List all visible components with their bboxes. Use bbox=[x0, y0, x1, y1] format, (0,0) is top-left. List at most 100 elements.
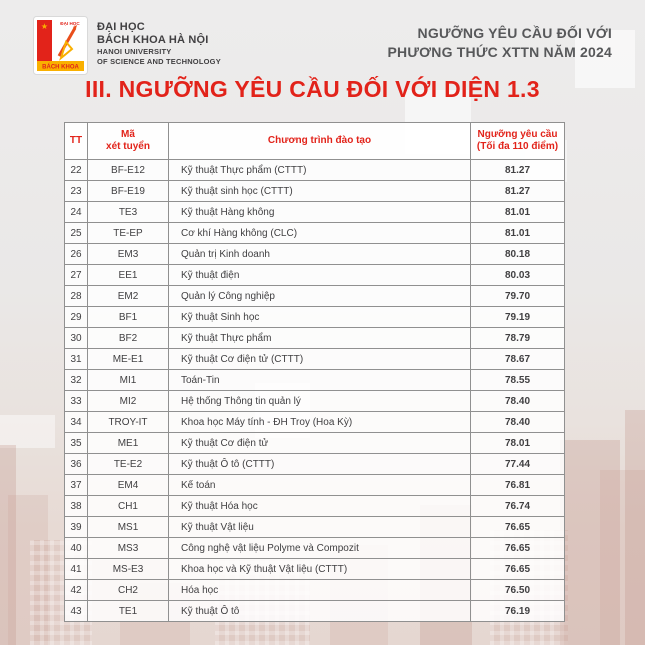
method-title: NGƯỠNG YÊU CẦU ĐỐI VỚI PHƯƠNG THỨC XTTN … bbox=[387, 24, 612, 62]
row-code: MS-E3 bbox=[87, 558, 169, 580]
table-body: 22 BF-E12 Kỹ thuật Thực phẩm (CTTT) 81.27 23… bbox=[64, 159, 565, 622]
university-logo-icon: ★ ĐẠI HỌC BÁCH KHOA bbox=[33, 16, 88, 75]
table-row: 22 BF-E12 Kỹ thuật Thực phẩm (CTTT) 81.27 bbox=[64, 159, 565, 181]
row-program: Công nghệ vật liệu Polyme và Compozit bbox=[168, 537, 471, 559]
row-tt: 32 bbox=[64, 369, 88, 391]
row-score: 76.65 bbox=[470, 558, 565, 580]
row-program: Kỹ thuật điện bbox=[168, 264, 471, 286]
row-code: TE3 bbox=[87, 201, 169, 223]
method-title-line2: PHƯƠNG THỨC XTTN NĂM 2024 bbox=[387, 44, 612, 60]
svg-text:★: ★ bbox=[41, 22, 48, 31]
row-program: Khoa học Máy tính - ĐH Troy (Hoa Kỳ) bbox=[168, 411, 471, 433]
table-row: 41 MS-E3 Khoa học và Kỹ thuật Vật liệu (CT… bbox=[64, 558, 565, 580]
row-code: ME-E1 bbox=[87, 348, 169, 370]
row-score: 76.81 bbox=[470, 474, 565, 496]
row-score: 78.01 bbox=[470, 432, 565, 454]
row-tt: 29 bbox=[64, 306, 88, 328]
row-program: Kỹ thuật Thực phẩm (CTTT) bbox=[168, 159, 471, 181]
row-tt: 39 bbox=[64, 516, 88, 538]
row-tt: 27 bbox=[64, 264, 88, 286]
row-code: MS3 bbox=[87, 537, 169, 559]
row-program: Kỹ thuật Hàng không bbox=[168, 201, 471, 223]
row-tt: 42 bbox=[64, 579, 88, 601]
row-code: TE-E2 bbox=[87, 453, 169, 475]
table-row: 38 CH1 Kỹ thuật Hóa học 76.74 bbox=[64, 495, 565, 517]
row-program: Kỹ thuật Hóa học bbox=[168, 495, 471, 517]
row-tt: 25 bbox=[64, 222, 88, 244]
row-score: 76.50 bbox=[470, 579, 565, 601]
table-row: 26 EM3 Quản trị Kinh doanh 80.18 bbox=[64, 243, 565, 265]
row-score: 76.74 bbox=[470, 495, 565, 517]
row-tt: 37 bbox=[64, 474, 88, 496]
row-code: BF-E19 bbox=[87, 180, 169, 202]
row-code: TE1 bbox=[87, 600, 169, 622]
row-score: 79.70 bbox=[470, 285, 565, 307]
row-tt: 33 bbox=[64, 390, 88, 412]
row-tt: 31 bbox=[64, 348, 88, 370]
row-program: Quản trị Kinh doanh bbox=[168, 243, 471, 265]
row-tt: 28 bbox=[64, 285, 88, 307]
row-code: EM4 bbox=[87, 474, 169, 496]
row-code: EM2 bbox=[87, 285, 169, 307]
column-header-code: Mã xét tuyển bbox=[87, 122, 169, 160]
table-row: 36 TE-E2 Kỹ thuật Ô tô (CTTT) 77.44 bbox=[64, 453, 565, 475]
university-name-line3: HANOI UNIVERSITY bbox=[97, 47, 172, 56]
row-tt: 34 bbox=[64, 411, 88, 433]
row-score: 80.03 bbox=[470, 264, 565, 286]
table-row: 42 CH2 Hóa học 76.50 bbox=[64, 579, 565, 601]
row-tt: 43 bbox=[64, 600, 88, 622]
row-program: Kỹ thuật Sinh học bbox=[168, 306, 471, 328]
row-program: Kỹ thuật sinh học (CTTT) bbox=[168, 180, 471, 202]
table-row: 28 EM2 Quản lý Công nghiệp 79.70 bbox=[64, 285, 565, 307]
row-score: 76.19 bbox=[470, 600, 565, 622]
row-code: MI2 bbox=[87, 390, 169, 412]
column-header-tt: TT bbox=[64, 122, 88, 160]
row-score: 78.40 bbox=[470, 411, 565, 433]
university-name-line4: OF SCIENCE AND TECHNOLOGY bbox=[97, 56, 221, 66]
row-program: Cơ khí Hàng không (CLC) bbox=[168, 222, 471, 244]
method-title-line1: NGƯỠNG YÊU CẦU ĐỐI VỚI bbox=[417, 25, 612, 41]
row-program: Quản lý Công nghiệp bbox=[168, 285, 471, 307]
table-row: 34 TROY-IT Khoa học Máy tính - ĐH Troy (Ho… bbox=[64, 411, 565, 433]
row-tt: 36 bbox=[64, 453, 88, 475]
university-name: ĐẠI HỌC BÁCH KHOA HÀ NỘI HANOI UNIVERSIT… bbox=[97, 21, 221, 66]
row-tt: 38 bbox=[64, 495, 88, 517]
row-score: 77.44 bbox=[470, 453, 565, 475]
row-tt: 26 bbox=[64, 243, 88, 265]
column-header-program: Chương trình đào tạo bbox=[168, 122, 471, 160]
row-score: 79.19 bbox=[470, 306, 565, 328]
row-code: BF-E12 bbox=[87, 159, 169, 181]
table-header: TT Mã xét tuyển Chương trình đào tạo Ngư… bbox=[64, 122, 565, 160]
row-program: Kỹ thuật Thực phẩm bbox=[168, 327, 471, 349]
row-score: 78.40 bbox=[470, 390, 565, 412]
row-score: 81.01 bbox=[470, 222, 565, 244]
table-row: 39 MS1 Kỹ thuật Vật liệu 76.65 bbox=[64, 516, 565, 538]
row-code: MI1 bbox=[87, 369, 169, 391]
row-score: 76.65 bbox=[470, 516, 565, 538]
table-row: 24 TE3 Kỹ thuật Hàng không 81.01 bbox=[64, 201, 565, 223]
table-row: 30 BF2 Kỹ thuật Thực phẩm 78.79 bbox=[64, 327, 565, 349]
university-name-line2: BÁCH KHOA HÀ NỘI bbox=[97, 34, 209, 46]
table-row: 25 TE-EP Cơ khí Hàng không (CLC) 81.01 bbox=[64, 222, 565, 244]
row-score: 81.01 bbox=[470, 201, 565, 223]
table-row: 43 TE1 Kỹ thuật Ô tô 76.19 bbox=[64, 600, 565, 622]
row-program: Kỹ thuật Cơ điện tử bbox=[168, 432, 471, 454]
table-row: 29 BF1 Kỹ thuật Sinh học 79.19 bbox=[64, 306, 565, 328]
row-program: Khoa học và Kỹ thuật Vật liệu (CTTT) bbox=[168, 558, 471, 580]
decor-square bbox=[575, 30, 635, 88]
row-score: 81.27 bbox=[470, 159, 565, 181]
row-program: Hệ thống Thông tin quản lý bbox=[168, 390, 471, 412]
row-program: Kỹ thuật Vật liệu bbox=[168, 516, 471, 538]
column-header-threshold: Ngưỡng yêu cầu (Tối đa 110 điểm) bbox=[470, 122, 565, 160]
university-name-line1: ĐẠI HỌC bbox=[97, 21, 145, 33]
row-score: 78.67 bbox=[470, 348, 565, 370]
page-title: III. NGƯỠNG YÊU CẦU ĐỐI VỚI DIỆN 1.3 bbox=[85, 76, 540, 102]
table-row: 40 MS3 Công nghệ vật liệu Polyme và Compoz… bbox=[64, 537, 565, 559]
row-code: TE-EP bbox=[87, 222, 169, 244]
row-tt: 41 bbox=[64, 558, 88, 580]
table-row: 31 ME-E1 Kỹ thuật Cơ điện tử (CTTT) 78.67 bbox=[64, 348, 565, 370]
row-program: Hóa học bbox=[168, 579, 471, 601]
row-code: TROY-IT bbox=[87, 411, 169, 433]
thresholds-table: TT Mã xét tuyển Chương trình đào tạo Ngư… bbox=[64, 122, 565, 622]
row-program: Kỹ thuật Cơ điện tử (CTTT) bbox=[168, 348, 471, 370]
